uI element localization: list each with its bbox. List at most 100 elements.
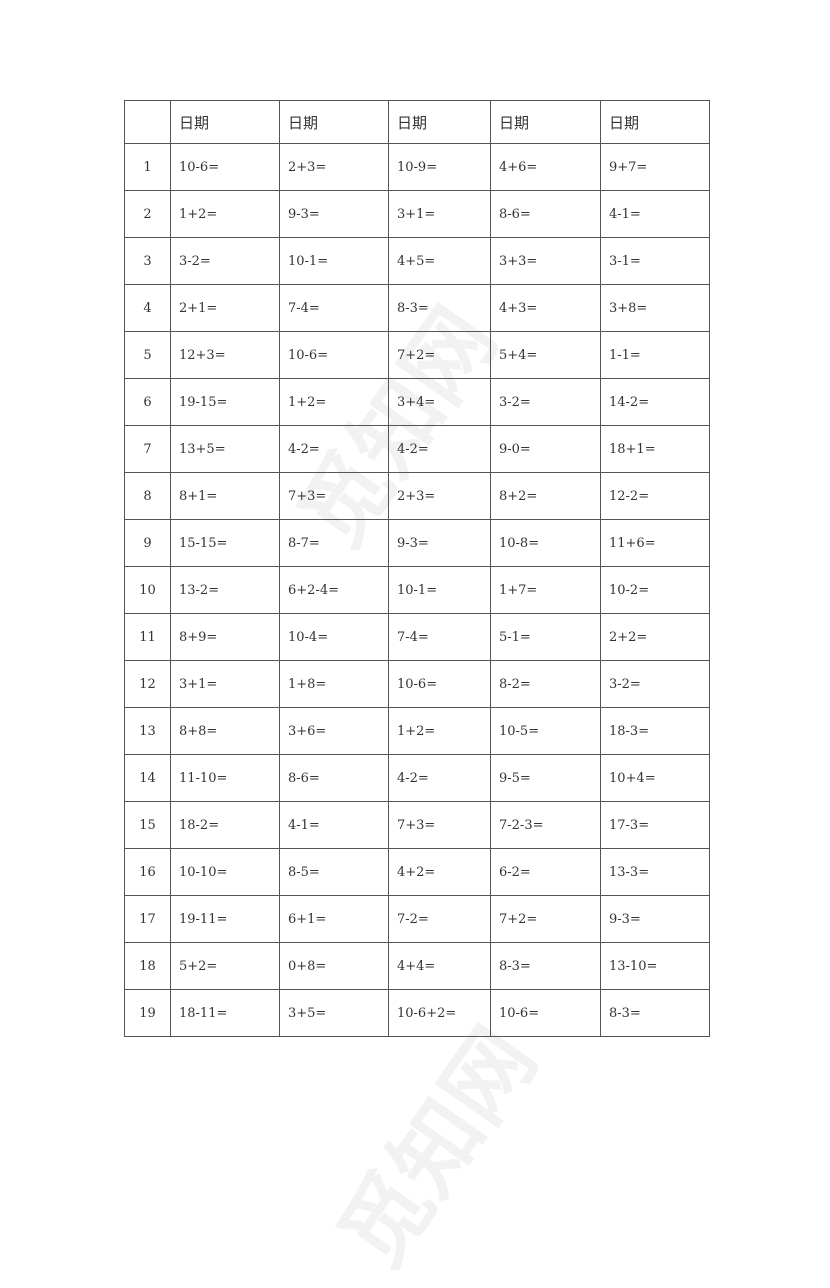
problem-cell: 3-2= (170, 237, 280, 285)
problem-cell: 10-6= (388, 660, 491, 708)
problem-cell: 9+7= (600, 143, 710, 191)
problem-cell: 11+6= (600, 519, 710, 567)
table-row: 7 13+5= 4-2= 4-2= 9-0= 18+1= (124, 425, 710, 473)
problem-cell: 10-1= (388, 566, 491, 614)
problem-cell: 12-2= (600, 472, 710, 520)
problem-cell: 8-6= (279, 754, 389, 802)
problem-cell: 10-1= (279, 237, 389, 285)
problem-cell: 6+1= (279, 895, 389, 943)
table-row: 1 10-6= 2+3= 10-9= 4+6= 9+7= (124, 143, 710, 191)
row-number: 6 (124, 378, 171, 426)
problem-cell: 6-2= (490, 848, 601, 896)
arithmetic-table: 日期 日期 日期 日期 日期 1 10-6= 2+3= 10-9= 4+6= 9+7= 2 1+2= 9-… (124, 100, 710, 1037)
table-row: 17 19-11= 6+1= 7-2= 7+2= 9-3= (124, 895, 710, 943)
problem-cell: 15-15= (170, 519, 280, 567)
problem-cell: 7+2= (388, 331, 491, 379)
problem-cell: 7-4= (279, 284, 389, 332)
problem-cell: 5+4= (490, 331, 601, 379)
problem-cell: 2+1= (170, 284, 280, 332)
problem-cell: 4-2= (279, 425, 389, 473)
problem-cell: 2+3= (279, 143, 389, 191)
problem-cell: 10+4= (600, 754, 710, 802)
problem-cell: 7+2= (490, 895, 601, 943)
problem-cell: 9-3= (279, 190, 389, 238)
problem-cell: 10-9= (388, 143, 491, 191)
problem-cell: 1+2= (170, 190, 280, 238)
problem-cell: 13-10= (600, 942, 710, 990)
row-number: 13 (124, 707, 171, 755)
problem-cell: 7-4= (388, 613, 491, 661)
row-number: 10 (124, 566, 171, 614)
table-row: 3 3-2= 10-1= 4+5= 3+3= 3-1= (124, 237, 710, 285)
row-number: 19 (124, 989, 171, 1037)
row-number: 7 (124, 425, 171, 473)
problem-cell: 17-3= (600, 801, 710, 849)
row-number: 5 (124, 331, 171, 379)
problem-cell: 19-11= (170, 895, 280, 943)
problem-cell: 3+3= (490, 237, 601, 285)
table-row: 19 18-11= 3+5= 10-6+2= 10-6= 8-3= (124, 989, 710, 1037)
problem-cell: 10-5= (490, 707, 601, 755)
problem-cell: 10-8= (490, 519, 601, 567)
table-row: 15 18-2= 4-1= 7+3= 7-2-3= 17-3= (124, 801, 710, 849)
problem-cell: 9-5= (490, 754, 601, 802)
problem-cell: 3-2= (600, 660, 710, 708)
problem-cell: 8-6= (490, 190, 601, 238)
header-cell: 日期 (388, 100, 491, 144)
table-row: 9 15-15= 8-7= 9-3= 10-8= 11+6= (124, 519, 710, 567)
problem-cell: 11-10= (170, 754, 280, 802)
problem-cell: 3-2= (490, 378, 601, 426)
problem-cell: 10-4= (279, 613, 389, 661)
row-number: 1 (124, 143, 171, 191)
problem-cell: 4-1= (279, 801, 389, 849)
problem-cell: 8+1= (170, 472, 280, 520)
problem-cell: 13-2= (170, 566, 280, 614)
problem-cell: 4+5= (388, 237, 491, 285)
problem-cell: 8-7= (279, 519, 389, 567)
row-number: 17 (124, 895, 171, 943)
row-number: 18 (124, 942, 171, 990)
row-number: 16 (124, 848, 171, 896)
problem-cell: 5+2= (170, 942, 280, 990)
problem-cell: 1+7= (490, 566, 601, 614)
header-cell: 日期 (170, 100, 280, 144)
problem-cell: 18-2= (170, 801, 280, 849)
row-number: 9 (124, 519, 171, 567)
problem-cell: 13-3= (600, 848, 710, 896)
problem-cell: 7+3= (388, 801, 491, 849)
row-number: 8 (124, 472, 171, 520)
problem-cell: 4+4= (388, 942, 491, 990)
problem-cell: 1-1= (600, 331, 710, 379)
problem-cell: 13+5= (170, 425, 280, 473)
problem-cell: 4+3= (490, 284, 601, 332)
problem-cell: 7-2-3= (490, 801, 601, 849)
row-number: 12 (124, 660, 171, 708)
table-row: 12 3+1= 1+8= 10-6= 8-2= 3-2= (124, 660, 710, 708)
table-row: 18 5+2= 0+8= 4+4= 8-3= 13-10= (124, 942, 710, 990)
problem-cell: 6+2-4= (279, 566, 389, 614)
problem-cell: 9-3= (388, 519, 491, 567)
problem-cell: 9-3= (600, 895, 710, 943)
header-cell: 日期 (490, 100, 601, 144)
header-cell: 日期 (600, 100, 710, 144)
table-header-row: 日期 日期 日期 日期 日期 (124, 100, 710, 144)
problem-cell: 1+2= (279, 378, 389, 426)
problem-cell: 10-6+2= (388, 989, 491, 1037)
table-row: 8 8+1= 7+3= 2+3= 8+2= 12-2= (124, 472, 710, 520)
problem-cell: 2+3= (388, 472, 491, 520)
problem-cell: 8+8= (170, 707, 280, 755)
problem-cell: 8+2= (490, 472, 601, 520)
problem-cell: 4-2= (388, 754, 491, 802)
problem-cell: 10-10= (170, 848, 280, 896)
problem-cell: 3+1= (170, 660, 280, 708)
table-row: 13 8+8= 3+6= 1+2= 10-5= 18-3= (124, 707, 710, 755)
problem-cell: 7+3= (279, 472, 389, 520)
table-row: 2 1+2= 9-3= 3+1= 8-6= 4-1= (124, 190, 710, 238)
problem-cell: 1+2= (388, 707, 491, 755)
problem-cell: 4+6= (490, 143, 601, 191)
table-row: 16 10-10= 8-5= 4+2= 6-2= 13-3= (124, 848, 710, 896)
problem-cell: 14-2= (600, 378, 710, 426)
problem-cell: 10-6= (170, 143, 280, 191)
problem-cell: 5-1= (490, 613, 601, 661)
problem-cell: 3+6= (279, 707, 389, 755)
